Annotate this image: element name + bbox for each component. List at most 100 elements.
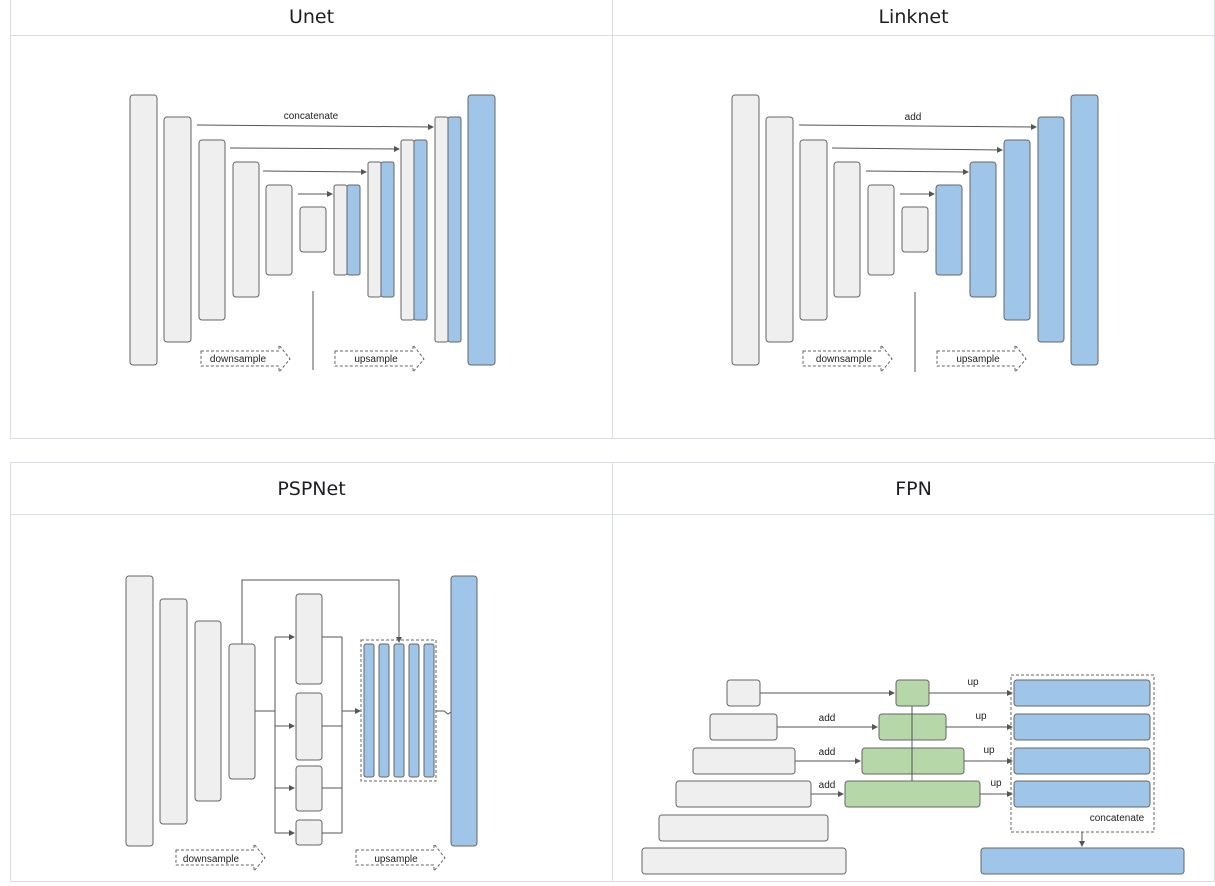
pspnet-pool-block-2	[295, 692, 323, 761]
pspnet-concat-block-2	[378, 643, 390, 778]
pspnet-concat-block-4	[408, 643, 420, 778]
fpn-merge-block-3	[861, 747, 965, 775]
linknet-skip-arrow-1	[798, 123, 1037, 130]
fpn-up-label-4: up	[990, 778, 1002, 789]
unet-header: Unet	[11, 0, 612, 36]
unet-decoder-block-1-up	[346, 184, 361, 276]
unet-output-block	[467, 94, 496, 366]
fpn-upsampled-map-4	[1013, 780, 1151, 808]
unet-bottleneck-block	[299, 206, 327, 253]
fpn-encoder-level-1	[641, 847, 847, 875]
unet-downsample-label: downsample	[210, 354, 267, 365]
linknet-upsample-label: upsample	[956, 354, 1000, 365]
pspnet-output-connector	[436, 710, 452, 715]
fpn-title: FPN	[895, 477, 932, 500]
fpn-add-label-2: add	[819, 747, 836, 758]
fpn-header: FPN	[613, 463, 1214, 515]
unet-decoder-block-3-skip	[400, 139, 415, 321]
fpn-concatenate-label: concatenate	[1090, 813, 1145, 824]
unet-encoder-block-2	[163, 116, 192, 343]
linknet-diagram: add downsample upsample	[731, 94, 1099, 374]
linknet-panel: Linknet add downsample	[612, 0, 1215, 439]
linknet-output-block	[1070, 94, 1099, 366]
fpn-encoder-level-5	[709, 713, 778, 741]
linknet-skip-arrow-3	[865, 168, 969, 175]
unet-upsample-label: upsample	[354, 354, 398, 365]
fpn-up-label-3: up	[983, 745, 995, 756]
linknet-encoder-block-2	[765, 116, 794, 343]
unet-concatenate-label: concatenate	[284, 111, 339, 122]
linknet-diagram-area: add downsample upsample	[613, 36, 1214, 438]
pspnet-concat-block-5	[423, 643, 435, 778]
pspnet-header: PSPNet	[11, 463, 612, 515]
fpn-add-label-1: add	[819, 713, 836, 724]
fpn-panel: FPN add add add	[612, 462, 1215, 882]
pspnet-diagram-area: downsample upsample	[11, 515, 612, 881]
unet-title: Unet	[288, 6, 335, 28]
unet-encoder-block-1	[129, 94, 158, 366]
fpn-diagram: add add add up up up up concatenate	[641, 674, 1185, 875]
linknet-encoder-block-1	[731, 94, 760, 366]
linknet-encoder-block-3	[799, 139, 828, 321]
pspnet-encoder-block-2	[159, 598, 188, 825]
pspnet-concat-block-1	[363, 643, 375, 778]
fpn-upsampled-map-1	[1013, 679, 1151, 707]
fpn-encoder-level-4	[692, 747, 796, 775]
linknet-skip-arrow-2	[831, 146, 1003, 153]
fpn-output-block	[980, 847, 1185, 875]
fpn-encoder-level-3	[675, 780, 812, 808]
pspnet-downsample-arrow	[175, 842, 266, 873]
pspnet-encoder-block-4	[228, 643, 256, 780]
pspnet-diagram: downsample upsample	[125, 575, 478, 873]
unet-decoder-block-2-skip	[367, 161, 382, 298]
fpn-merge-block-1	[895, 679, 930, 707]
linknet-decoder-block-1	[935, 184, 963, 276]
linknet-title: Linknet	[878, 6, 949, 28]
pspnet-encoder-block-1	[125, 575, 154, 847]
fpn-up-label-2: up	[975, 711, 987, 722]
linknet-decoder-block-4	[1037, 116, 1065, 343]
unet-decoder-block-4-up	[447, 116, 462, 343]
fpn-up-label-1: up	[967, 677, 979, 688]
fpn-encoder-level-2	[658, 814, 829, 842]
pspnet-title: PSPNet	[277, 477, 346, 500]
unet-encoder-block-5	[265, 184, 293, 276]
pspnet-pool-block-4	[295, 819, 323, 846]
fpn-add-label-3: add	[819, 780, 836, 791]
linknet-encoder-block-4	[833, 161, 861, 298]
fpn-merge-block-4	[844, 780, 981, 808]
pspnet-downsample-label: downsample	[183, 854, 240, 865]
pspnet-upsample-arrow	[355, 842, 446, 873]
unet-diagram: concatenate downsample upsample	[129, 94, 496, 374]
unet-upsample-arrow	[334, 343, 425, 374]
unet-diagram-area: concatenate downsample upsample	[11, 36, 612, 438]
fpn-diagram-area: add add add up up up up concatenate	[613, 515, 1214, 881]
unet-downsample-arrow	[200, 343, 291, 374]
linknet-decoder-block-3	[1003, 139, 1031, 321]
pspnet-skip-path	[241, 579, 402, 644]
linknet-header: Linknet	[613, 0, 1214, 36]
fpn-upsampled-map-3	[1013, 747, 1151, 775]
pspnet-pool-block-1	[295, 593, 323, 685]
unet-decoder-block-3-up	[413, 139, 428, 321]
pspnet-output-block	[450, 575, 478, 847]
unet-encoder-block-4	[232, 161, 260, 298]
pspnet-upsample-label: upsample	[374, 854, 418, 865]
linknet-downsample-arrow	[802, 343, 893, 374]
unet-encoder-block-3	[198, 139, 226, 321]
unet-decoder-block-2-up	[380, 161, 395, 298]
unet-skip-arrow-2	[229, 145, 400, 152]
linknet-upsample-arrow	[936, 343, 1027, 374]
linknet-downsample-label: downsample	[816, 354, 873, 365]
linknet-bottleneck-block	[901, 206, 929, 253]
unet-decoder-block-1-skip	[333, 184, 348, 276]
fpn-upsampled-map-2	[1013, 713, 1151, 741]
unet-panel: Unet c	[10, 0, 613, 439]
pspnet-pool-block-3	[295, 765, 323, 812]
unet-decoder-block-4-skip	[434, 116, 449, 343]
fpn-encoder-level-6	[726, 679, 761, 707]
unet-skip-arrow-1	[196, 123, 434, 130]
unet-skip-arrow-3	[262, 168, 367, 175]
pspnet-encoder-block-3	[194, 620, 222, 802]
pspnet-concat-block-3	[393, 643, 405, 778]
